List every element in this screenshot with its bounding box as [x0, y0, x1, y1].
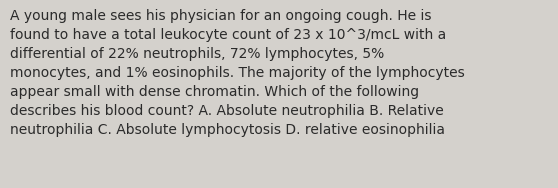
Text: A young male sees his physician for an ongoing cough. He is
found to have a tota: A young male sees his physician for an o… [10, 9, 465, 137]
